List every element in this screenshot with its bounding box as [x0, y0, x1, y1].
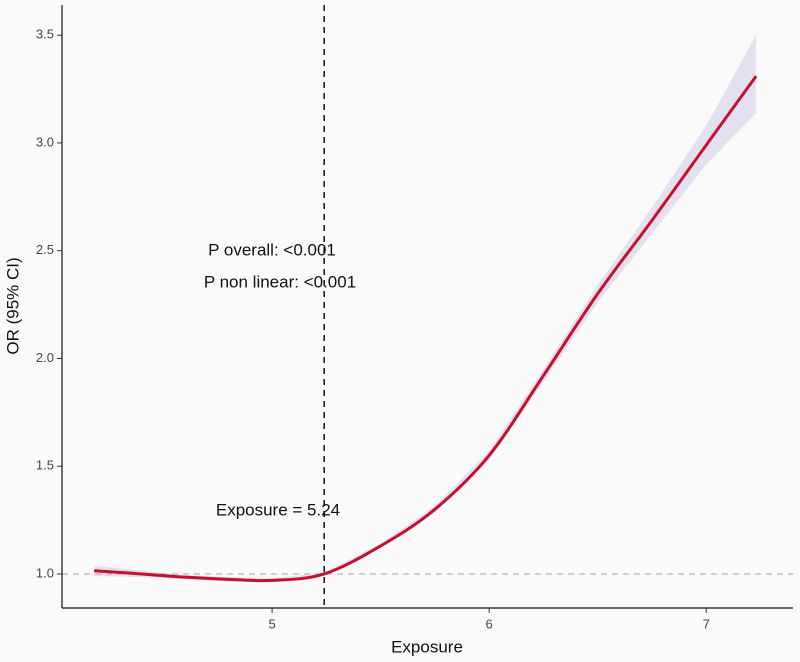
x-axis-title: Exposure — [391, 637, 463, 656]
annotation: P overall: <0.001 — [208, 240, 336, 259]
y-tick-label: 1.5 — [36, 458, 54, 473]
x-tick-label: 6 — [486, 616, 493, 631]
x-tick-label: 5 — [268, 616, 275, 631]
y-tick-label: 2.5 — [36, 242, 54, 257]
spline-line — [94, 75, 758, 583]
y-tick-label: 2.0 — [36, 350, 54, 365]
y-tick-label: 3.0 — [36, 134, 54, 149]
y-tick-label: 3.5 — [36, 27, 54, 42]
y-tick-label: 1.0 — [36, 565, 54, 580]
y-axis-title: OR (95% CI) — [3, 257, 22, 354]
annotation: P non linear: <0.001 — [204, 272, 356, 291]
annotation: Exposure = 5.24 — [216, 500, 340, 519]
x-tick-label: 7 — [703, 616, 710, 631]
